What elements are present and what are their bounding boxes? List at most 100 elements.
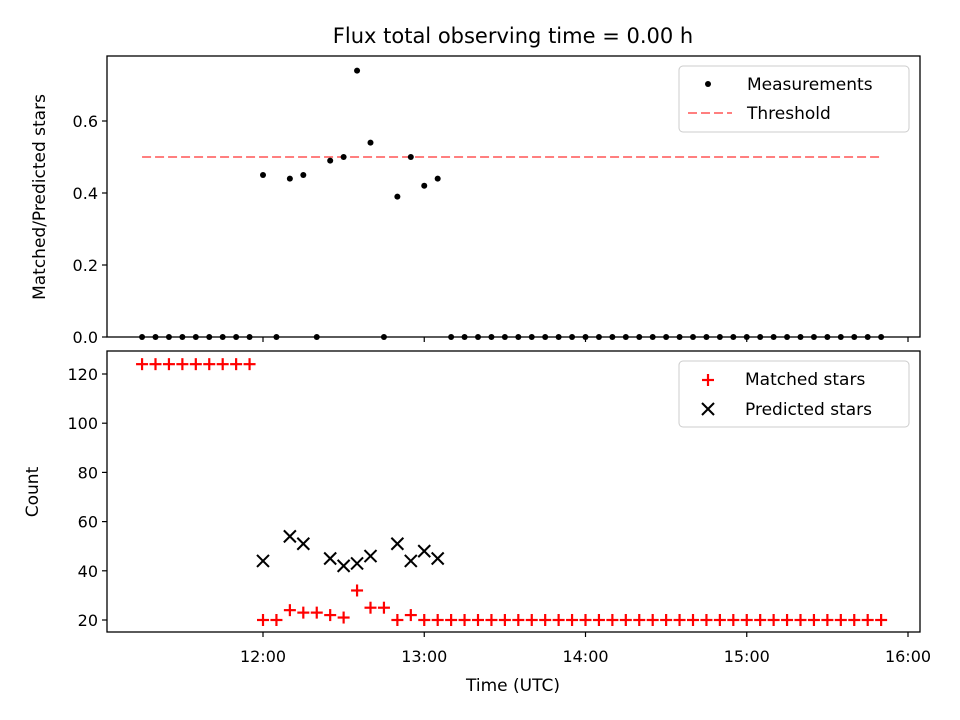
matched-stars-point bbox=[660, 614, 673, 626]
ratio-y-tick-label: 0.4 bbox=[73, 184, 98, 203]
predicted-stars-point bbox=[256, 554, 270, 568]
matched-stars-point bbox=[754, 614, 767, 626]
matched-stars-point bbox=[861, 614, 874, 626]
matched-stars-point bbox=[566, 614, 579, 626]
matched-stars-point bbox=[713, 614, 726, 626]
matched-stars-point bbox=[297, 606, 310, 619]
matched-stars-point bbox=[136, 358, 149, 371]
matched-stars-point bbox=[270, 614, 283, 626]
matched-stars-point bbox=[203, 358, 216, 371]
measurement-point bbox=[300, 172, 307, 178]
matched-stars-point bbox=[687, 614, 699, 626]
measurement-point bbox=[421, 182, 428, 189]
measurement-point bbox=[407, 154, 414, 160]
ratio-y-tick-label: 0.6 bbox=[73, 112, 98, 131]
matched-stars-point bbox=[391, 614, 404, 626]
ratio-axes-frame bbox=[106, 55, 921, 338]
matched-stars-point bbox=[579, 614, 592, 626]
matched-stars-point bbox=[807, 614, 820, 626]
matched-stars-point bbox=[875, 614, 888, 626]
predicted-stars-point bbox=[430, 551, 445, 566]
legend-measurements-marker bbox=[705, 81, 711, 87]
matched-stars-point bbox=[740, 614, 753, 626]
matched-stars-point bbox=[525, 614, 538, 626]
count-y-tick-label: 20 bbox=[78, 611, 98, 630]
matched-stars-point bbox=[646, 614, 659, 626]
matched-stars-point bbox=[337, 611, 350, 624]
measurement-point bbox=[434, 175, 441, 182]
x-tick-label: 12:00 bbox=[240, 647, 286, 666]
matched-stars-point bbox=[498, 614, 511, 626]
matched-stars-point bbox=[673, 614, 686, 626]
matched-stars-point bbox=[149, 358, 162, 371]
ratio-y-tick-label: 0.2 bbox=[73, 256, 98, 275]
matched-stars-point bbox=[834, 614, 847, 626]
matched-stars-point bbox=[848, 614, 861, 626]
legend-predicted-marker bbox=[701, 402, 715, 416]
matched-stars-point bbox=[257, 614, 269, 626]
matched-stars-point bbox=[283, 604, 296, 617]
measurement-point bbox=[327, 157, 334, 164]
predicted-stars-point bbox=[283, 529, 297, 544]
matched-stars-point bbox=[377, 601, 390, 614]
matched-stars-point bbox=[767, 614, 780, 626]
matched-stars-point bbox=[176, 358, 189, 371]
measurement-point bbox=[286, 175, 293, 182]
count-legend: Matched stars Predicted stars bbox=[678, 360, 910, 428]
matched-stars-point bbox=[216, 358, 229, 371]
matched-stars-point bbox=[351, 584, 364, 597]
matched-stars-point bbox=[606, 614, 619, 626]
matched-stars-point bbox=[230, 358, 243, 371]
legend-predicted-label: Predicted stars bbox=[745, 400, 872, 420]
predicted-stars-point bbox=[350, 556, 364, 571]
matched-stars-point bbox=[431, 614, 444, 626]
legend-measurements-label: Measurements bbox=[747, 75, 873, 95]
measurement-point bbox=[340, 154, 347, 160]
matched-stars-point bbox=[404, 609, 417, 622]
predicted-stars-point bbox=[336, 559, 351, 573]
count-y-tick-label: 120 bbox=[67, 365, 98, 384]
matched-stars-point bbox=[592, 614, 605, 626]
predicted-stars-point bbox=[390, 537, 405, 551]
measurement-point bbox=[260, 172, 266, 178]
matched-stars-point bbox=[539, 614, 552, 626]
predicted-stars-point bbox=[363, 549, 378, 563]
count-panel: 20 40 60 80 100 120 12:00 13:00 14:00 15:00 16:00… bbox=[23, 350, 931, 696]
legend-matched-marker bbox=[702, 374, 714, 386]
ratio-panel: 0.0 0.2 0.4 0.6 Matched/Predicted stars Mea… bbox=[30, 55, 921, 347]
matched-stars-point bbox=[472, 614, 484, 626]
matched-stars-point bbox=[458, 614, 471, 626]
x-tick-label: 15:00 bbox=[724, 647, 770, 666]
matched-stars-point bbox=[619, 614, 632, 626]
matched-stars-point bbox=[324, 609, 337, 622]
matched-stars-point bbox=[794, 614, 807, 626]
matched-stars-point bbox=[552, 614, 565, 626]
legend-threshold-label: Threshold bbox=[746, 104, 831, 124]
measurement-point bbox=[354, 67, 361, 74]
count-y-tick-label: 40 bbox=[78, 562, 98, 581]
matched-stars-point bbox=[781, 614, 794, 626]
predicted-stars-point bbox=[404, 554, 418, 568]
predicted-stars-point bbox=[417, 544, 431, 558]
matched-stars-point bbox=[512, 614, 525, 626]
matched-stars-point bbox=[364, 601, 377, 614]
matched-stars-point bbox=[700, 614, 713, 626]
matched-stars-point bbox=[310, 606, 323, 619]
count-y-tick-label: 60 bbox=[78, 513, 98, 532]
matched-stars-point bbox=[418, 614, 431, 626]
predicted-stars-point bbox=[323, 551, 337, 566]
matched-stars-point bbox=[445, 614, 458, 626]
x-tick-label: 13:00 bbox=[401, 647, 447, 666]
matched-stars-point bbox=[727, 614, 740, 626]
measurement-point bbox=[394, 193, 401, 200]
measurement-point bbox=[367, 139, 374, 146]
count-y-axis-label: Count bbox=[23, 466, 43, 517]
matched-stars-point bbox=[243, 358, 256, 371]
matched-stars-point bbox=[189, 358, 202, 371]
predicted-stars-point bbox=[296, 537, 311, 551]
count-y-tick-label: 80 bbox=[78, 463, 98, 482]
matched-stars-point bbox=[633, 614, 646, 626]
legend-matched-label: Matched stars bbox=[745, 370, 865, 390]
matched-stars-point bbox=[821, 614, 834, 626]
